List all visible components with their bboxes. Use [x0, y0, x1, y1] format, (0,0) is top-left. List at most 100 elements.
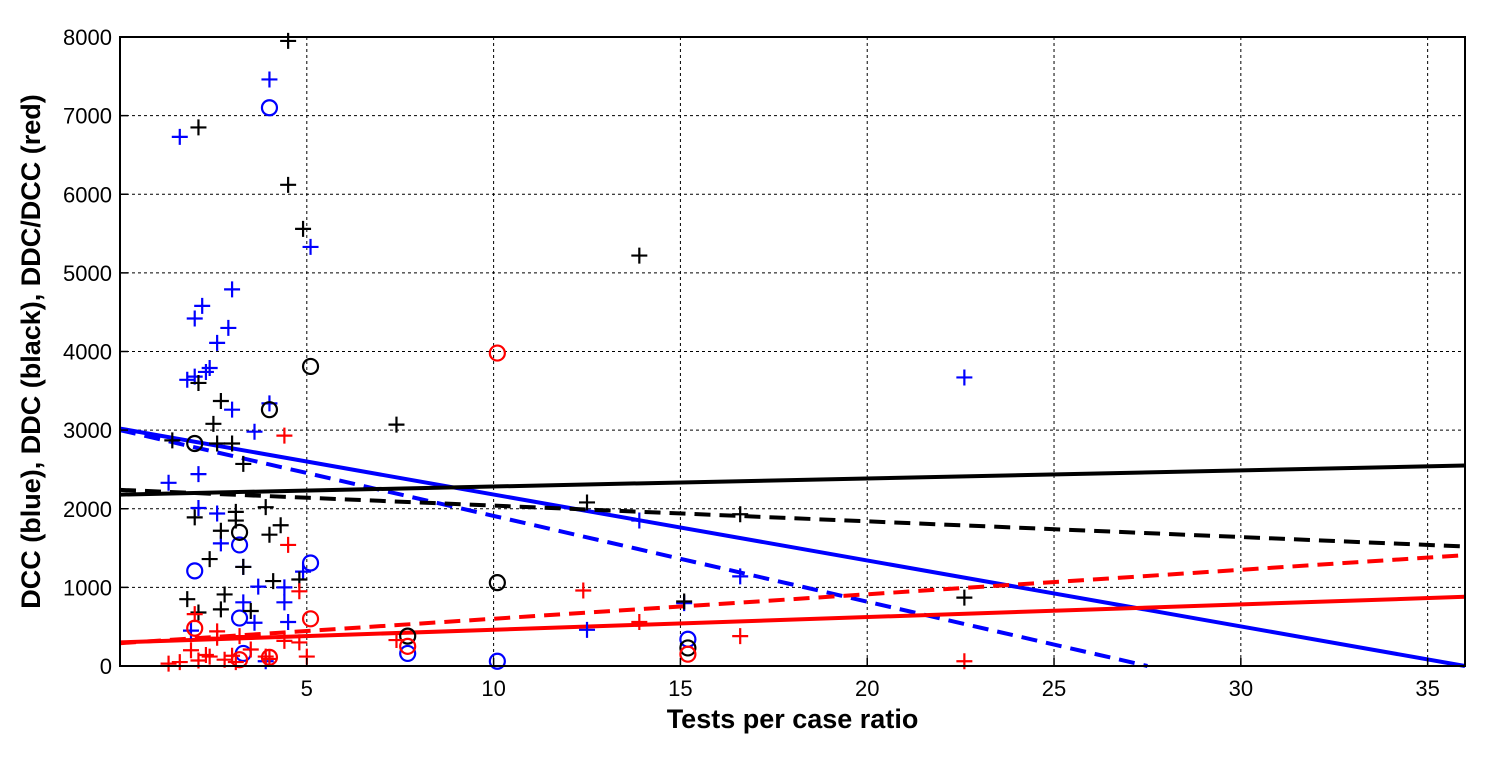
red-plus-marker [171, 654, 188, 671]
blue-circle-marker [230, 536, 249, 554]
y-tick-label: 3000 [63, 418, 112, 443]
blue-plus-marker [194, 297, 211, 314]
black-plus-marker [242, 602, 259, 619]
red-circle-marker [301, 610, 320, 628]
red-plus-marker [291, 634, 308, 651]
black-plus-marker [280, 32, 297, 49]
black-plus-marker [179, 591, 196, 608]
black-plus-marker [235, 455, 252, 472]
black-plus-marker [224, 435, 241, 452]
blue-plus-marker [246, 614, 263, 631]
x-tick-label: 35 [1415, 676, 1439, 701]
blue-plus-marker [220, 319, 237, 336]
black-circle-marker [186, 434, 204, 453]
red-plus-marker [280, 536, 297, 553]
blue-plus-marker [160, 474, 177, 491]
red-circle-marker [399, 637, 417, 655]
blue-plus-marker [261, 71, 278, 88]
red-circle-marker [260, 648, 279, 666]
blue-plus-marker [956, 369, 973, 386]
black-plus-marker [272, 517, 289, 534]
red-plus-marker [291, 583, 308, 600]
y-tick-label: 6000 [63, 182, 112, 207]
axis-ticks: 5 10 15 20 25 30 35 0 1000 2000 3000 4000 5000 6000 70… [63, 25, 1440, 701]
x-tick-label: 10 [481, 676, 505, 701]
blue-plus-marker [235, 594, 252, 611]
red-plus-marker [575, 582, 592, 599]
black-plus-marker [212, 522, 229, 539]
black-plus-marker [216, 586, 233, 603]
red-plus-marker [186, 606, 203, 623]
blue-plus-marker [186, 310, 203, 327]
black-plus-marker [190, 604, 207, 621]
y-tick-label: 1000 [63, 575, 112, 600]
y-tick-label: 0 [100, 654, 112, 679]
blue-plus-marker [280, 613, 297, 630]
blue-circle-marker [301, 554, 320, 572]
blue-plus-marker [276, 594, 293, 611]
black-plus-marker [190, 374, 207, 391]
blue-plus-marker [209, 505, 226, 522]
blue-plus-marker [631, 512, 648, 529]
blue-plus-marker [197, 363, 214, 380]
black-plus-marker [265, 573, 282, 590]
black-plus-marker [295, 220, 312, 237]
red-plus-marker [182, 642, 199, 659]
black-plus-marker [212, 393, 229, 410]
data-markers [160, 32, 973, 672]
x-tick-label: 30 [1229, 676, 1253, 701]
y-tick-label: 2000 [63, 497, 112, 522]
x-tick-label: 5 [301, 676, 313, 701]
black-plus-marker [209, 435, 226, 452]
black-plus-marker [631, 247, 648, 264]
blue-plus-marker [190, 466, 207, 483]
x-tick-label: 15 [668, 676, 692, 701]
red-solid-trend-line [119, 594, 1466, 645]
trend-lines [119, 426, 1466, 668]
black-plus-marker [212, 601, 229, 618]
blue-plus-marker [179, 371, 196, 388]
x-tick-label: 25 [1042, 676, 1066, 701]
black-circle-marker [399, 627, 417, 645]
blue-plus-marker [732, 568, 749, 585]
red-plus-marker [631, 613, 648, 630]
x-tick-label: 20 [855, 676, 879, 701]
black-circle-marker [260, 401, 279, 419]
red-plus-marker [231, 628, 248, 645]
y-tick-label: 7000 [63, 104, 112, 129]
blue-plus-marker [224, 281, 241, 298]
blue-dashed-trend-line [119, 428, 1148, 668]
blue-plus-marker [302, 238, 319, 255]
blue-plus-marker [171, 128, 188, 145]
blue-solid-trend-line [119, 426, 1466, 668]
black-plus-marker [186, 509, 203, 526]
blue-plus-marker [579, 621, 596, 638]
black-plus-marker [732, 506, 749, 523]
black-plus-marker [261, 526, 278, 543]
black-plus-marker [164, 432, 181, 449]
black-plus-marker [956, 589, 973, 606]
red-circle-marker [230, 651, 249, 669]
y-tick-label: 5000 [63, 261, 112, 286]
black-plus-marker [388, 416, 405, 433]
black-plus-marker [579, 494, 596, 511]
black-solid-trend-line [119, 463, 1466, 497]
red-plus-marker [242, 641, 259, 658]
x-axis-title: Tests per case ratio [667, 704, 919, 734]
red-plus-marker [209, 623, 226, 640]
black-dashed-trend-line [119, 487, 1466, 549]
red-circle-marker [679, 645, 697, 663]
red-plus-marker [160, 655, 177, 672]
blue-plus-marker [190, 499, 207, 516]
blue-plus-marker [209, 334, 226, 351]
black-circle-marker [230, 523, 249, 541]
red-plus-marker [276, 427, 293, 444]
black-circle-marker [301, 357, 320, 376]
black-plus-marker [235, 558, 252, 575]
blue-plus-marker [224, 401, 241, 418]
red-plus-marker [201, 648, 218, 665]
blue-circle-marker [399, 644, 417, 663]
black-plus-marker [676, 593, 693, 610]
black-plus-marker [280, 176, 297, 193]
